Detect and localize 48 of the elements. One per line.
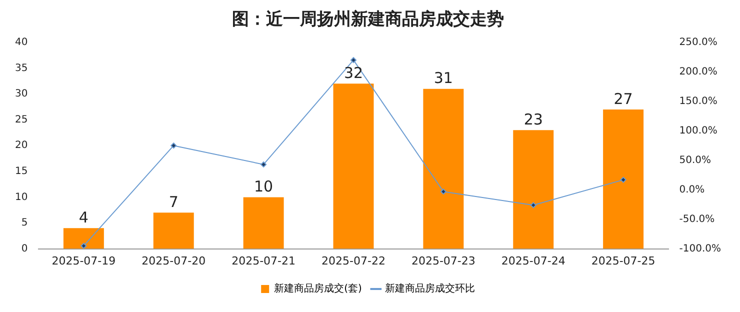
y2-tick-label: 100.0% — [679, 125, 718, 136]
y-tick-label: 20 — [14, 140, 28, 152]
x-tick-label: 2025-07-22 — [322, 254, 386, 268]
data-label: 7 — [168, 193, 178, 212]
y-tick-label: 5 — [21, 218, 28, 229]
y2-tick-label: 150.0% — [679, 96, 718, 107]
x-tick-label: 2025-07-23 — [411, 254, 476, 268]
data-label: 32 — [344, 64, 364, 82]
x-tick-label: 2025-07-24 — [501, 254, 566, 268]
point — [170, 142, 177, 149]
point — [260, 161, 267, 168]
point — [530, 202, 536, 208]
y-tick-label: 25 — [14, 114, 28, 126]
y2-tick-label: -100.0% — [679, 243, 722, 254]
y-tick-label: 35 — [14, 62, 28, 74]
y2-tick-label: 250.0% — [679, 36, 718, 48]
x-tick-label: 2025-07-19 — [52, 254, 116, 268]
y2-tick-label: 200.0% — [679, 66, 718, 78]
bar — [423, 88, 464, 249]
bar — [63, 228, 104, 249]
data-label: 27 — [614, 90, 633, 108]
y-tick-label: 40 — [14, 36, 28, 48]
y-tick-label: 10 — [14, 192, 28, 203]
x-tick-label: 2025-07-25 — [591, 254, 656, 268]
bar — [603, 109, 644, 249]
bar — [513, 130, 554, 249]
data-label: 10 — [254, 178, 274, 196]
y-tick-label: 0 — [21, 243, 28, 254]
y-tick-label: 30 — [14, 88, 28, 100]
bar — [153, 212, 194, 249]
legend-label: 新建商品房成交(套) — [274, 282, 362, 295]
y2-tick-label: 0.0% — [679, 184, 705, 196]
y2-tick-label: 50.0% — [679, 154, 712, 166]
point — [350, 57, 356, 64]
bar — [333, 84, 374, 249]
x-tick-label: 2025-07-21 — [232, 254, 296, 268]
chart-title: 图：近一周扬州新建商品房成交走势 — [232, 10, 504, 30]
point — [80, 242, 87, 249]
data-label: 31 — [434, 69, 453, 88]
y-tick-label: 15 — [14, 166, 28, 177]
x-tick-label: 2025-07-20 — [142, 254, 206, 268]
point — [440, 188, 446, 195]
y2-tick-label: -50.0% — [679, 214, 715, 225]
bar — [243, 197, 284, 249]
data-label: 4 — [78, 208, 88, 227]
data-label: 23 — [524, 110, 543, 129]
legend-label: 新建商品房成交环比 — [384, 282, 475, 295]
point — [620, 176, 626, 183]
